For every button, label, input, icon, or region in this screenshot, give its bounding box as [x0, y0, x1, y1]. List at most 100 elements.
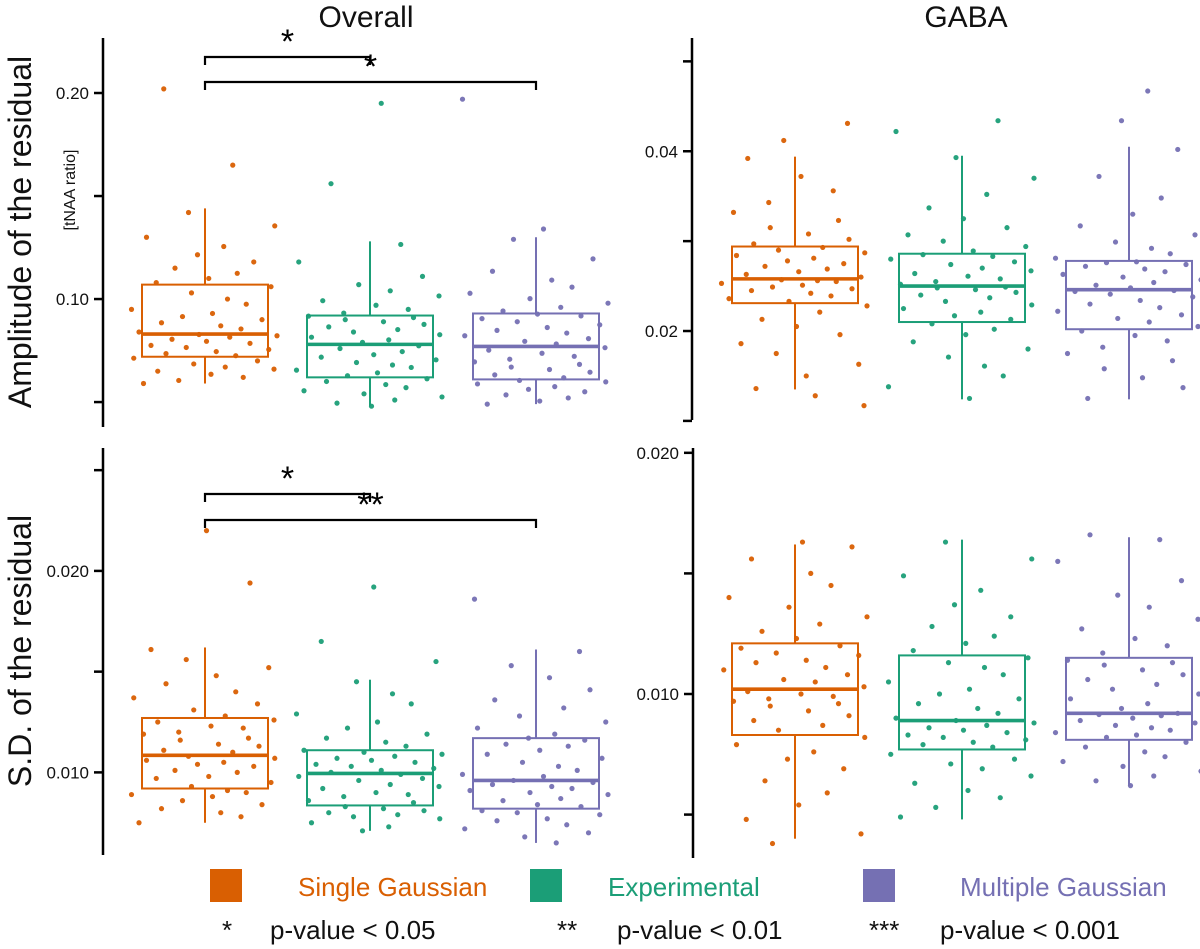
data-point	[564, 822, 570, 828]
group-multiple-gaussian	[459, 96, 611, 407]
data-point	[128, 306, 135, 312]
data-point	[158, 320, 165, 326]
data-point	[203, 528, 210, 534]
data-point	[558, 795, 564, 802]
data-point	[549, 277, 555, 283]
data-point	[1118, 118, 1125, 124]
data-point	[1190, 294, 1196, 300]
group-single-gaussian	[721, 539, 870, 847]
group-single-gaussian	[718, 120, 870, 409]
data-point	[1180, 385, 1186, 391]
data-point	[1031, 720, 1037, 726]
data-point	[392, 397, 398, 403]
data-point	[534, 311, 541, 317]
data-point	[888, 751, 894, 757]
data-point	[984, 191, 990, 197]
data-point	[951, 313, 958, 319]
data-point	[578, 804, 584, 810]
data-point	[462, 826, 468, 832]
data-point	[243, 789, 249, 796]
group-experimental	[293, 100, 445, 409]
data-point	[979, 766, 985, 772]
data-point	[942, 539, 949, 545]
data-point	[326, 324, 332, 330]
data-point	[991, 633, 997, 639]
data-point	[1096, 711, 1102, 718]
column-title-overall: Overall	[318, 1, 414, 34]
data-point	[1103, 260, 1110, 266]
box	[306, 749, 434, 807]
data-point	[769, 840, 776, 847]
data-point	[489, 268, 496, 274]
data-point	[753, 385, 759, 392]
data-point	[296, 259, 302, 265]
data-point	[479, 316, 485, 322]
data-point	[155, 719, 161, 725]
data-point	[459, 96, 466, 102]
data-point	[1025, 346, 1031, 352]
data-point	[759, 628, 765, 634]
data-point	[1164, 338, 1170, 344]
data-point	[948, 261, 954, 268]
data-point	[484, 751, 490, 757]
data-point	[803, 657, 809, 663]
data-point	[437, 816, 443, 822]
data-point	[1013, 289, 1019, 295]
data-point	[1127, 783, 1134, 789]
data-point	[605, 791, 611, 798]
data-point	[514, 319, 520, 325]
data-point	[953, 717, 959, 724]
data-point	[798, 173, 804, 180]
data-point	[234, 769, 240, 775]
data-point	[153, 279, 159, 286]
data-point	[328, 769, 334, 775]
data-point	[582, 389, 588, 395]
data-point	[1028, 268, 1034, 274]
significance-bracket	[203, 492, 372, 502]
data-point	[940, 734, 946, 741]
data-point	[247, 340, 253, 346]
data-point	[534, 802, 541, 808]
data-point	[1132, 635, 1138, 642]
data-point	[230, 749, 236, 755]
data-point	[817, 621, 823, 627]
data-point	[1195, 616, 1200, 622]
box	[1065, 656, 1193, 741]
data-point	[500, 308, 506, 314]
data-point	[240, 725, 246, 731]
data-point	[910, 339, 916, 345]
data-point	[585, 830, 592, 836]
data-point	[389, 362, 396, 368]
data-point	[945, 354, 952, 360]
data-point	[1169, 358, 1176, 364]
data-point	[1016, 696, 1022, 702]
data-point	[786, 604, 792, 610]
data-point	[841, 261, 847, 267]
data-point	[439, 394, 445, 400]
data-point	[981, 363, 988, 369]
legend-swatch-multiple-gaussian	[863, 869, 895, 902]
data-point	[864, 303, 870, 309]
data-point	[1000, 672, 1006, 678]
data-point	[849, 544, 855, 550]
data-point	[808, 290, 814, 296]
significance-symbol-3: ***	[869, 915, 900, 945]
data-point	[948, 761, 954, 767]
data-point	[522, 834, 528, 840]
data-point	[990, 744, 996, 750]
data-point	[350, 329, 357, 335]
data-point	[751, 241, 757, 247]
data-point	[773, 350, 779, 357]
data-point	[721, 667, 727, 673]
data-point	[1077, 223, 1083, 229]
data-point	[185, 753, 192, 759]
data-point	[1120, 763, 1126, 769]
data-point	[1052, 255, 1059, 261]
data-point	[1145, 88, 1151, 94]
data-point	[356, 282, 362, 288]
data-point	[828, 293, 834, 299]
data-point	[368, 403, 375, 409]
panel-amplitude-overall: 0.10 0.20 * *	[56, 23, 611, 427]
data-point	[812, 679, 818, 685]
data-point	[1148, 725, 1155, 731]
